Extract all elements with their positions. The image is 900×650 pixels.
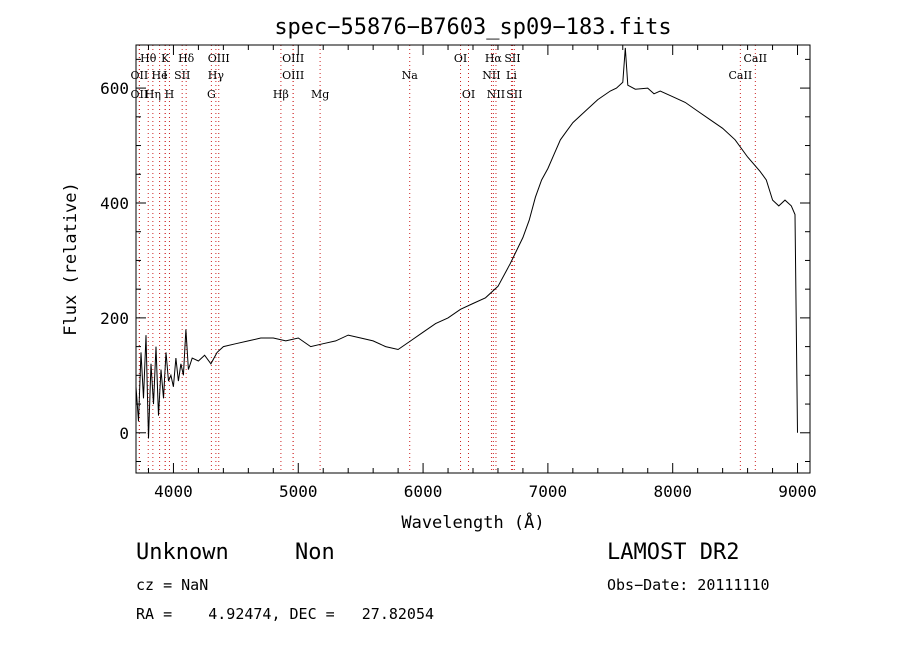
survey-name: LAMOST DR2 (607, 540, 740, 565)
y-axis-label: Flux (relative) (61, 182, 81, 336)
y-tick-label: 600 (100, 79, 129, 98)
line-marker-label: OIII (282, 69, 304, 82)
line-marker-label: I (163, 69, 167, 82)
line-marker-label: K (161, 52, 170, 65)
line-marker-label: Hγ (208, 69, 225, 82)
redshift-cz: cz = NaN (136, 576, 209, 594)
x-axis: 4000 5000 6000 7000 8000 9000 (147, 45, 817, 501)
line-marker-label: SII (506, 88, 522, 101)
line-marker-label: NII (482, 69, 500, 82)
y-tick-label: 200 (100, 309, 129, 328)
line-marker-label: H (165, 88, 175, 101)
line-marker-label: SII (174, 69, 190, 82)
line-marker-label: CaII (729, 69, 753, 82)
line-marker-label: OI (454, 52, 467, 65)
line-marker-label: Hη (145, 88, 161, 101)
line-marker-label: SII (504, 52, 520, 65)
line-marker-label: NII (487, 88, 505, 101)
y-tick-label: 0 (119, 424, 129, 443)
line-marker-label: OII (131, 88, 149, 101)
line-marker-label: Hθ (140, 52, 157, 65)
y-tick-label: 400 (100, 194, 129, 213)
x-tick-label: 5000 (279, 482, 318, 501)
line-marker-label: OI (462, 88, 475, 101)
object-class: Unknown (136, 540, 229, 565)
line-marker-label: CaII (743, 52, 767, 65)
line-marker-label: G (207, 88, 216, 101)
emission-line-markers (138, 45, 756, 473)
x-tick-label: 9000 (778, 482, 817, 501)
chart-title: spec−55876−B7603_sp09−183.fits (274, 15, 671, 40)
line-marker-label: Li (506, 69, 517, 82)
plot-frame (135, 44, 811, 474)
spectrum-line (135, 47, 798, 439)
x-tick-label: 6000 (404, 482, 443, 501)
line-marker-label: OII (131, 69, 149, 82)
line-marker-label: Hδ (178, 52, 195, 65)
line-marker-label: OIII (282, 52, 304, 65)
ra-dec-coordinates: RA = 4.92474, DEC = 27.82054 (136, 605, 435, 623)
x-tick-label: 4000 (154, 482, 193, 501)
observation-date: Obs−Date: 20111110 (607, 576, 770, 594)
x-tick-label: 7000 (529, 482, 568, 501)
x-axis-label: Wavelength (Å) (401, 511, 544, 533)
line-marker-label: Na (402, 69, 419, 82)
line-marker-label: Hβ (273, 88, 289, 101)
line-marker-label: Hα (485, 52, 503, 65)
line-marker-label: He (152, 69, 168, 82)
line-marker-label: OIII (208, 52, 230, 65)
line-marker-label: Mg (311, 88, 329, 101)
object-subclass: Non (295, 540, 335, 565)
x-tick-label: 8000 (653, 482, 692, 501)
y-axis: 0 200 400 600 (100, 58, 810, 463)
